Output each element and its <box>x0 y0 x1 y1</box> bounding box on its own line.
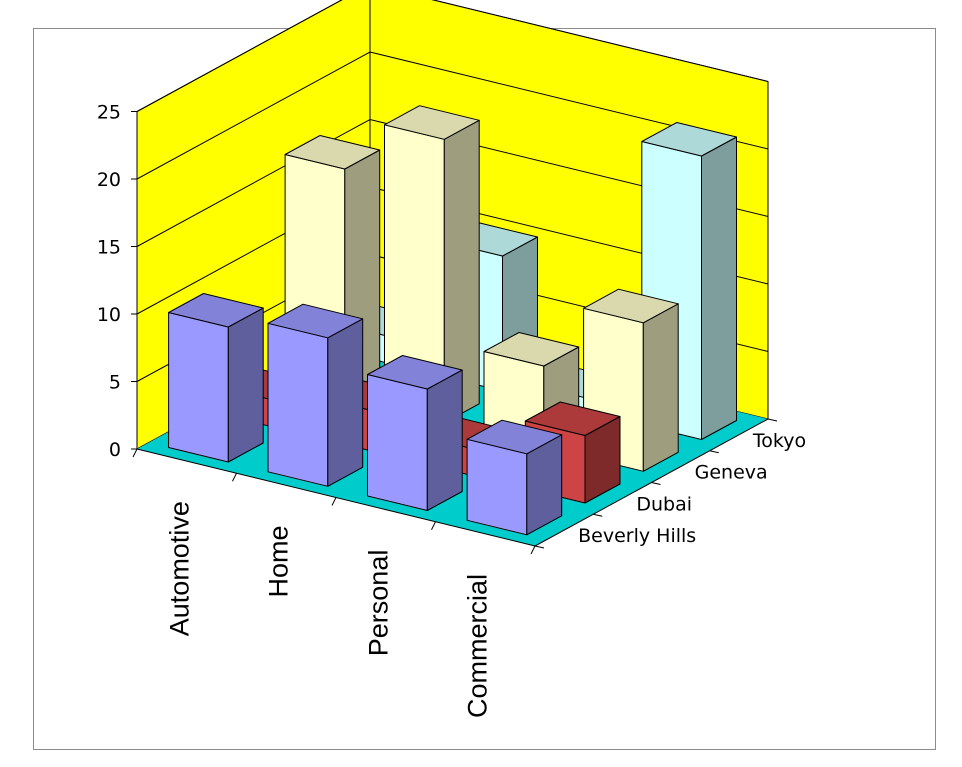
series-axis-tick <box>534 545 545 549</box>
bar-top-face <box>168 293 264 328</box>
y-tick-label: 20 <box>97 169 121 191</box>
series-label: Tokyo <box>752 430 806 452</box>
series-axis-tick <box>709 450 719 454</box>
category-label: Personal <box>363 550 393 657</box>
bar-top-face <box>641 122 737 157</box>
bar-side-face <box>327 318 364 487</box>
category-axis-tick <box>431 521 436 530</box>
category-axis-tick <box>331 497 337 506</box>
category-axis-tick <box>132 448 138 458</box>
bar-top-face <box>284 135 381 170</box>
category-axis-tick <box>232 473 237 482</box>
y-tick-label: 15 <box>97 237 121 259</box>
bar-geneva-commercial <box>583 288 679 472</box>
series-axis-tick <box>593 513 603 517</box>
bar-top-face <box>367 355 463 390</box>
y-tick-label: 5 <box>109 372 121 394</box>
bar-front-face <box>168 312 229 463</box>
chart-bars <box>168 105 737 536</box>
bar-top-face <box>483 332 580 367</box>
bar-top-face <box>583 288 679 324</box>
y-tick-label: 25 <box>97 102 121 124</box>
bar-front-face <box>367 374 428 511</box>
category-axis-tick <box>530 545 536 555</box>
category-label: Automotive <box>164 501 194 636</box>
bar-front-face <box>466 438 528 536</box>
series-label: Dubai <box>636 493 692 515</box>
y-tick-label: 0 <box>109 439 121 461</box>
bar-front-face <box>267 322 329 487</box>
bar-side-face <box>642 303 679 472</box>
series-label: Geneva <box>695 462 768 484</box>
series-label: Beverly Hills <box>578 525 696 547</box>
bar-side-face <box>227 307 264 463</box>
bar-beverly-hills-commercial <box>466 419 563 536</box>
bar-top-face <box>466 419 563 455</box>
bar-geneva-home <box>384 105 480 424</box>
chart-labels: 0 5 10 15 20 25 Automotive Home Personal Commerci… <box>97 102 806 718</box>
bar-beverly-hills-personal <box>367 355 463 511</box>
gridline <box>136 51 769 180</box>
bar-top-face <box>384 105 480 140</box>
bar-top-face <box>524 401 621 436</box>
category-label: Commercial <box>463 574 493 718</box>
gridline <box>136 118 769 247</box>
bar-beverly-hills-automotive <box>168 293 264 463</box>
category-label: Home <box>264 525 294 597</box>
gridline <box>136 0 769 112</box>
series-axis-tick <box>651 482 661 485</box>
y-tick-label: 10 <box>97 304 121 326</box>
series-axis-tick <box>767 418 778 422</box>
bar-beverly-hills-home <box>267 303 364 487</box>
bar-side-face <box>426 369 463 511</box>
bar-top-face <box>267 303 364 339</box>
bar-side-face <box>701 136 737 440</box>
